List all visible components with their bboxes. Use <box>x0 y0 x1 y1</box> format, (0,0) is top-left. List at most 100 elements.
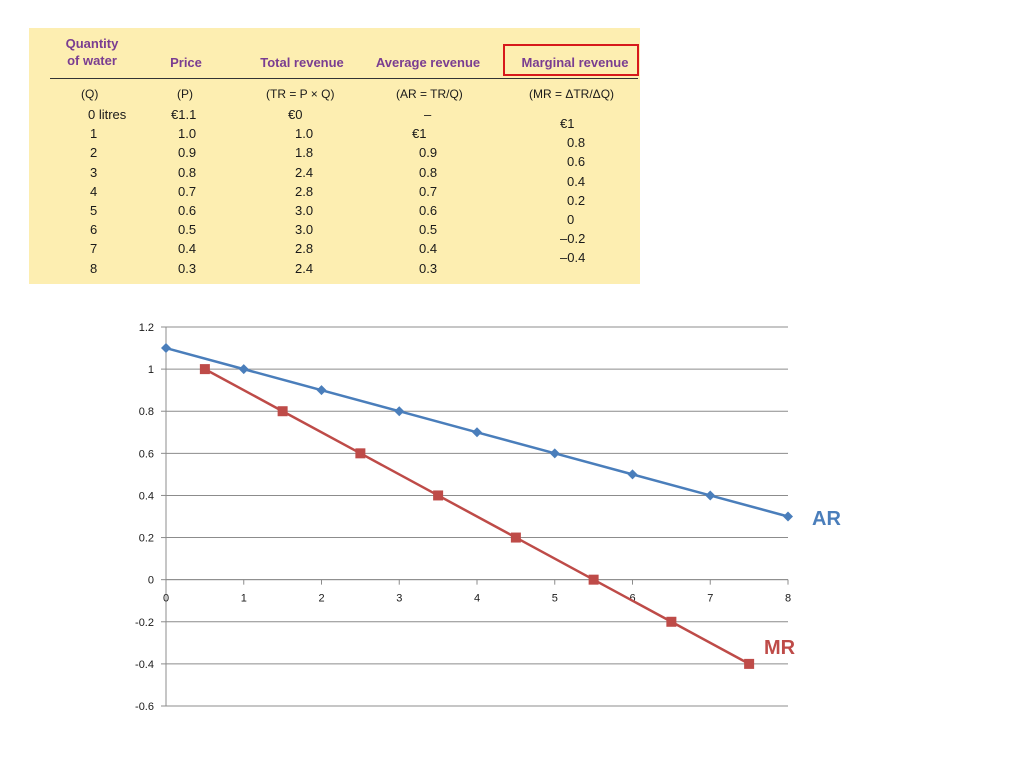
revenue-table: Quantity of water Price Total revenue Av… <box>29 28 640 284</box>
x-tick-label-4: 4 <box>474 593 480 605</box>
point-mr-3 <box>433 490 444 501</box>
cell-q-7: 7 <box>90 241 98 257</box>
chart-series <box>161 343 793 669</box>
cell-ar-5: 0.6 <box>419 203 438 218</box>
cell-p-7: 0.4 <box>178 241 197 257</box>
cell-tr-6: 3.0 <box>295 222 314 238</box>
cell-q-0: 0 litres <box>88 107 127 122</box>
cell-mr-7: –0.4 <box>560 250 586 266</box>
cell-tr-7: 2.8 <box>295 241 314 257</box>
x-tick-label-0: 0 <box>163 593 169 605</box>
cell-mr-1: 0.8 <box>567 135 586 151</box>
y-tick-label-7: -0.2 <box>135 617 154 629</box>
cell-p-5: 0.6 <box>178 203 197 218</box>
cell-p-2: 0.9 <box>178 145 197 161</box>
header-marginal-revenue: Marginal revenue <box>521 55 629 70</box>
y-tick-label-5: 0.2 <box>139 533 154 545</box>
point-ar-0 <box>161 343 171 354</box>
cell-p-1: 1.0 <box>178 126 197 142</box>
cell-q-3: 3 <box>90 164 98 180</box>
series-label-mr: MR <box>764 637 796 659</box>
cell-ar-8: 0.3 <box>419 260 438 276</box>
point-mr-4 <box>510 532 521 543</box>
cell-mr-3: 0.4 <box>567 173 586 189</box>
cell-ar-4: 0.7 <box>419 183 438 199</box>
x-tick-label-2: 2 <box>318 593 324 605</box>
cell-ar-1: €1 <box>412 126 427 142</box>
header-average-revenue: Average revenue <box>375 55 481 70</box>
cell-tr-3: 2.4 <box>295 164 314 180</box>
x-tick-label-1: 1 <box>241 593 247 605</box>
y-tick-label-8: -0.4 <box>135 659 154 671</box>
y-tick-label-3: 0.6 <box>139 448 154 460</box>
cell-ar-3: 0.8 <box>419 164 438 180</box>
cell-ar-2: 0.9 <box>419 145 438 161</box>
header-quantity-line1: Quantity <box>65 36 119 51</box>
header-quantity: Quantity of water <box>66 35 119 69</box>
formula-total-revenue: (TR = P × Q) <box>266 87 335 101</box>
point-ar-7 <box>705 490 716 501</box>
cell-p-8: 0.3 <box>178 260 197 276</box>
marginal-revenue-highlight-box <box>503 44 639 76</box>
cell-q-2: 2 <box>90 145 98 161</box>
cell-mr-2: 0.6 <box>567 154 586 170</box>
x-tick-label-3: 3 <box>396 593 402 605</box>
series-line-mr <box>204 368 750 665</box>
x-tick-label-8: 8 <box>785 593 791 605</box>
y-tick-label-9: -0.6 <box>135 701 154 713</box>
cell-q-1: 1 <box>90 126 98 142</box>
header-price: Price <box>170 55 202 70</box>
cell-tr-4: 2.8 <box>295 183 314 199</box>
y-tick-label-2: 0.8 <box>139 406 154 418</box>
point-mr-6 <box>666 616 677 627</box>
chart-gridlines <box>166 326 788 707</box>
header-divider <box>50 78 638 79</box>
x-tick-label-7: 7 <box>707 593 713 605</box>
point-ar-1 <box>238 364 249 375</box>
cell-p-3: 0.8 <box>178 164 197 180</box>
y-tick-label-4: 0.4 <box>139 490 154 502</box>
y-tick-label-6: 0 <box>148 575 154 587</box>
cell-tr-5: 3.0 <box>295 203 314 218</box>
formula-average-revenue: (AR = TR/Q) <box>396 87 463 101</box>
cell-ar-0: – <box>424 107 432 122</box>
cell-tr-1: 1.0 <box>295 126 314 142</box>
x-tick-label-5: 5 <box>552 593 558 605</box>
point-ar-8 <box>783 511 793 522</box>
cell-mr-6: –0.2 <box>560 231 586 247</box>
cell-ar-6: 0.5 <box>419 222 438 238</box>
cell-mr-0: €1 <box>560 116 575 131</box>
point-mr-1 <box>277 406 288 417</box>
header-quantity-line2: of water <box>67 53 117 68</box>
point-mr-5 <box>588 574 599 585</box>
cell-p-0: €1.1 <box>171 107 197 122</box>
y-tick-label-0: 1.2 <box>139 322 154 334</box>
point-ar-6 <box>627 469 638 480</box>
cell-p-4: 0.7 <box>178 183 197 199</box>
cell-q-8: 8 <box>90 260 98 276</box>
y-tick-label-1: 1 <box>148 364 154 376</box>
x-axis-ticks: 0 1 2 3 4 5 6 7 8 <box>163 593 791 605</box>
series-label-ar: AR <box>812 508 841 530</box>
formula-price: (P) <box>177 87 193 101</box>
cell-ar-7: 0.4 <box>419 241 438 257</box>
cell-q-4: 4 <box>90 183 98 199</box>
point-mr-2 <box>355 448 366 459</box>
point-ar-3 <box>394 406 405 417</box>
chart-axes <box>161 326 789 707</box>
point-mr-0 <box>199 364 210 375</box>
point-ar-4 <box>472 427 482 438</box>
formula-quantity: (Q) <box>81 87 99 101</box>
header-total-revenue: Total revenue <box>260 55 344 70</box>
point-mr-7 <box>744 658 755 669</box>
cell-tr-8: 2.4 <box>295 260 314 276</box>
point-ar-2 <box>316 385 327 396</box>
cell-mr-5: 0 <box>567 212 575 227</box>
cell-tr-0: €0 <box>288 107 303 122</box>
cell-tr-2: 1.8 <box>295 145 314 161</box>
cell-q-5: 5 <box>90 203 98 218</box>
cell-mr-4: 0.2 <box>567 192 586 208</box>
point-ar-5 <box>549 448 560 459</box>
formula-marginal-revenue: (MR = ΔTR/ΔQ) <box>529 87 615 101</box>
